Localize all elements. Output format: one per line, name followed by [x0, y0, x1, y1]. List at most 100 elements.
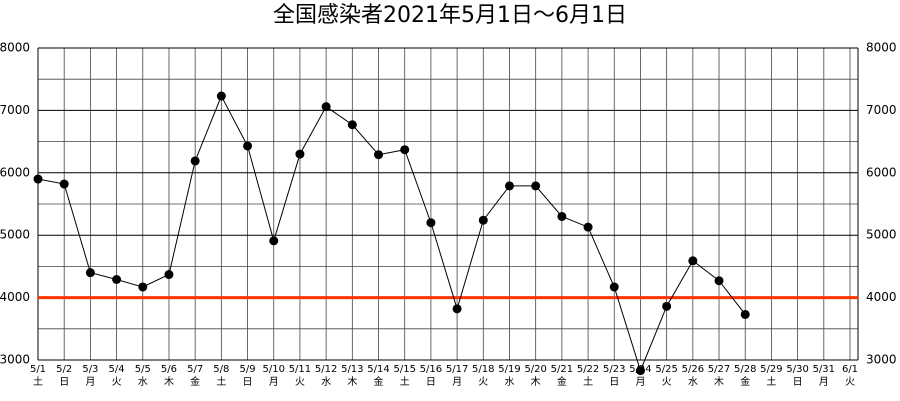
- x-tick-label: 5/16: [420, 364, 442, 375]
- x-tick-label: 5/28: [734, 364, 756, 375]
- x-tick-label: 5/19: [498, 364, 520, 375]
- x-tick-weekday: 金: [557, 375, 567, 388]
- x-tick-weekday: 火: [662, 376, 672, 388]
- y-tick-label: 7000: [0, 103, 30, 117]
- y2-tick-label: 4000: [866, 290, 897, 304]
- y2-tick-label: 5000: [866, 228, 897, 242]
- x-tick-weekday: 木: [714, 376, 724, 388]
- x-tick-label: 5/8: [213, 364, 229, 375]
- x-tick-weekday: 木: [164, 376, 174, 388]
- x-tick-weekday: 月: [452, 376, 462, 388]
- x-tick-label: 5/21: [551, 364, 573, 375]
- y-tick-label: 4000: [0, 290, 30, 304]
- x-tick-label: 5/5: [135, 364, 151, 375]
- data-point: [714, 276, 724, 286]
- data-point: [740, 309, 750, 319]
- data-point: [504, 181, 514, 191]
- x-tick-label: 5/14: [367, 364, 389, 375]
- x-tick-label: 5/31: [813, 364, 835, 375]
- chart-title: 全国感染者2021年5月1日～6月1日: [273, 3, 627, 28]
- data-point: [531, 181, 541, 191]
- y2-tick-label: 8000: [866, 41, 897, 55]
- y2-tick-label: 3000: [866, 353, 897, 367]
- x-tick-weekday: 火: [478, 376, 488, 388]
- x-tick-label: 5/6: [161, 364, 177, 375]
- x-tick-weekday: 土: [400, 375, 410, 388]
- x-tick-label: 5/17: [446, 364, 468, 375]
- x-tick-label: 5/15: [393, 364, 415, 375]
- x-tick-weekday: 土: [766, 375, 776, 388]
- x-tick-weekday: 水: [321, 376, 331, 388]
- x-tick-weekday: 月: [269, 376, 279, 388]
- data-point: [609, 282, 619, 292]
- data-point: [138, 282, 148, 292]
- data-point: [635, 366, 645, 376]
- data-point: [688, 256, 698, 266]
- x-tick-label: 5/10: [263, 364, 285, 375]
- y2-tick-label: 7000: [866, 103, 897, 117]
- data-point: [269, 236, 279, 246]
- x-tick-label: 5/30: [786, 364, 808, 375]
- data-point: [374, 150, 384, 160]
- x-tick-label: 5/27: [708, 364, 730, 375]
- x-tick-weekday: 水: [138, 376, 148, 388]
- data-point: [164, 270, 174, 280]
- data-point: [112, 275, 122, 285]
- x-tick-weekday: 木: [531, 376, 541, 388]
- x-tick-weekday: 土: [33, 375, 43, 388]
- x-tick-weekday: 日: [793, 377, 803, 388]
- data-point: [216, 91, 226, 101]
- x-tick-weekday: 金: [190, 375, 200, 388]
- data-point: [347, 120, 357, 130]
- series-line: [37, 94, 746, 373]
- data-point: [662, 301, 672, 311]
- data-point: [557, 211, 567, 221]
- x-tick-weekday: 日: [426, 377, 436, 388]
- data-point: [400, 145, 410, 155]
- x-tick-weekday: 月: [85, 376, 95, 388]
- x-tick-label: 5/4: [109, 364, 125, 375]
- x-tick-weekday: 土: [583, 375, 593, 388]
- y-tick-label: 8000: [0, 41, 30, 55]
- data-point: [426, 218, 436, 228]
- x-tick-weekday: 火: [845, 376, 855, 388]
- x-tick-weekday: 日: [243, 377, 253, 388]
- x-tick-label: 5/7: [187, 364, 203, 375]
- x-tick-weekday: 木: [347, 376, 357, 388]
- x-tick-label: 5/1: [30, 364, 46, 375]
- data-point: [243, 141, 253, 151]
- x-tick-label: 5/22: [577, 364, 599, 375]
- data-point: [583, 222, 593, 232]
- x-tick-label: 5/13: [341, 364, 363, 375]
- x-tick-label: 5/2: [56, 364, 72, 375]
- x-tick-weekday: 金: [740, 375, 750, 388]
- y-tick-label: 3000: [0, 353, 30, 367]
- x-tick-label: 5/9: [240, 364, 256, 375]
- x-tick-label: 5/12: [315, 364, 337, 375]
- x-tick-weekday: 水: [688, 376, 698, 388]
- y2-tick-label: 6000: [866, 165, 897, 179]
- x-tick-label: 5/25: [655, 364, 677, 375]
- data-point: [321, 102, 331, 112]
- x-tick-label: 5/11: [289, 364, 311, 375]
- data-point: [190, 156, 200, 166]
- data-point: [478, 215, 488, 225]
- x-tick-weekday: 月: [635, 376, 645, 388]
- x-tick-weekday: 日: [59, 377, 69, 388]
- x-tick-weekday: 金: [374, 375, 384, 388]
- x-tick-weekday: 土: [216, 375, 226, 388]
- data-point: [85, 268, 95, 278]
- data-point: [295, 149, 305, 159]
- x-tick-weekday: 水: [504, 376, 514, 388]
- x-tick-weekday: 月: [819, 376, 829, 388]
- data-point: [452, 304, 462, 314]
- x-tick-weekday: 日: [609, 377, 619, 388]
- y-tick-label: 5000: [0, 228, 30, 242]
- data-point: [33, 174, 43, 184]
- x-tick-label: 5/18: [472, 364, 494, 375]
- x-tick-label: 5/29: [760, 364, 782, 375]
- data-point: [59, 179, 69, 189]
- x-tick-label: 5/20: [524, 364, 546, 375]
- x-tick-label: 6/1: [842, 364, 858, 375]
